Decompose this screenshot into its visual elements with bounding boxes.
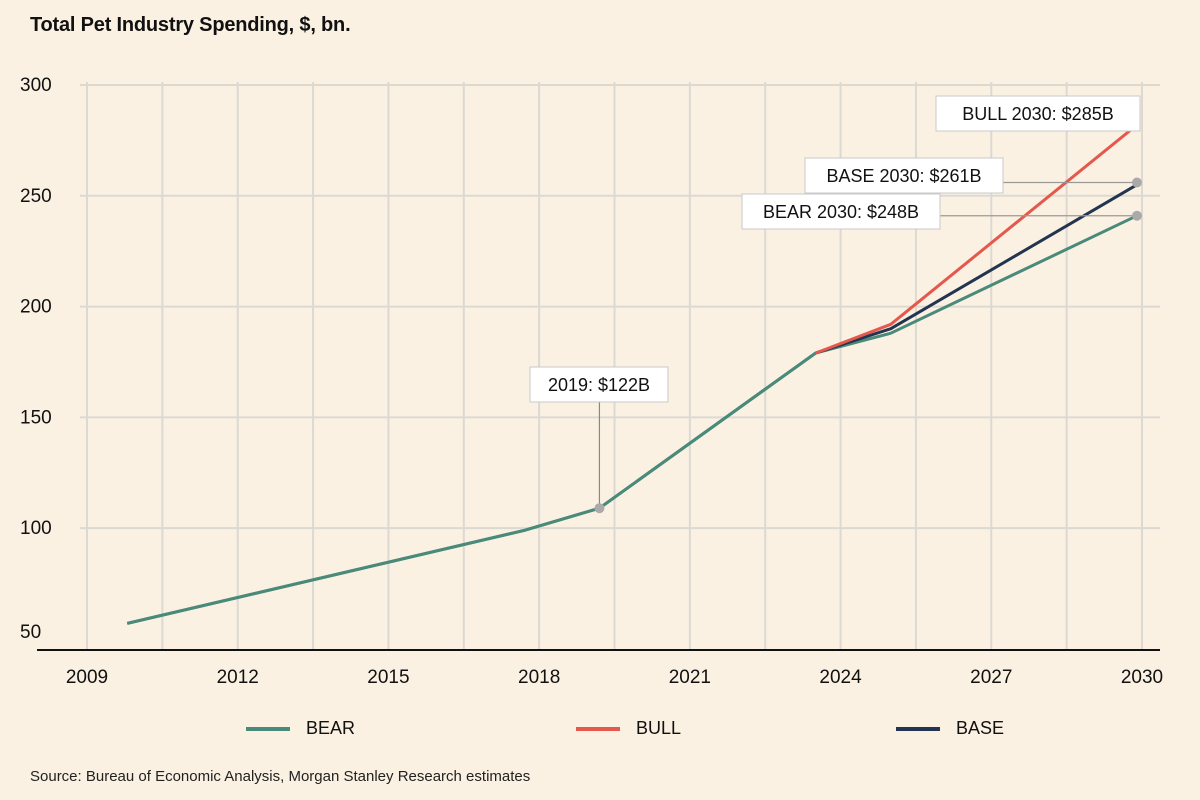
legend-label-bull: BULL: [636, 718, 682, 738]
legend-item-bear: BEAR: [246, 718, 355, 739]
source-note: Source: Bureau of Economic Analysis, Mor…: [30, 768, 531, 785]
legend-swatch-bear: [246, 726, 290, 731]
annotation-box: [935, 95, 1141, 132]
y-tick-label: 200: [20, 297, 52, 318]
legend-swatch-bull: [576, 726, 620, 731]
series-line-bear: [126, 214, 1138, 625]
x-gridlines: [86, 82, 1143, 650]
x-tick-label: 2015: [367, 667, 409, 688]
annotation-box: [741, 193, 941, 230]
annotation-marker: [1131, 210, 1142, 221]
annotation-base-2030: BASE 2030: $261B: [826, 166, 981, 186]
y-tick-label: 300: [20, 75, 52, 96]
legend-swatch-base: [896, 726, 940, 731]
x-tick-label: 2018: [518, 667, 560, 688]
x-tick-labels: 2009 2012 2015 2018 2021 2024 2027 2030: [66, 667, 1163, 688]
x-tick-label: 2024: [819, 667, 862, 688]
x-tick-label: 2009: [66, 667, 108, 688]
annotation-bear-2030: BEAR 2030: $248B: [763, 202, 919, 222]
y-tick-label: 250: [20, 186, 52, 207]
legend: BEAR BULL BASE: [0, 718, 1200, 746]
chart-title: Total Pet Industry Spending, $, bn.: [30, 14, 351, 36]
y-tick-label: 150: [20, 407, 52, 428]
legend-item-base: BASE: [896, 718, 1004, 739]
legend-label-bear: BEAR: [306, 718, 356, 738]
annotation-marker: [1131, 177, 1142, 188]
series-line-bull: [814, 123, 1138, 355]
x-tick-label: 2027: [970, 667, 1012, 688]
y-tick-label: 50: [20, 622, 41, 643]
legend-label-base: BASE: [956, 718, 1005, 738]
series-line-shared: [126, 351, 817, 625]
x-tick-label: 2021: [669, 667, 711, 688]
annotation-marker: [594, 503, 605, 514]
annotation-box: [804, 157, 1004, 194]
annotations: 2019: $122B BULL 2030: $285B BASE 2030: $2…: [529, 95, 1142, 514]
y-tick-label: 100: [20, 518, 52, 539]
x-tick-label: 2012: [217, 667, 259, 688]
annotation-2019: 2019: $122B: [548, 375, 650, 395]
annotation-bull-2030: BULL 2030: $285B: [962, 104, 1113, 124]
annotation-box: [529, 366, 669, 403]
y-tick-labels: 50 100 150 200 250 300: [20, 75, 52, 643]
series-lines: [126, 123, 1138, 625]
x-tick-label: 2030: [1121, 667, 1163, 688]
y-gridlines: [80, 84, 1160, 530]
legend-item-bull: BULL: [576, 718, 681, 739]
